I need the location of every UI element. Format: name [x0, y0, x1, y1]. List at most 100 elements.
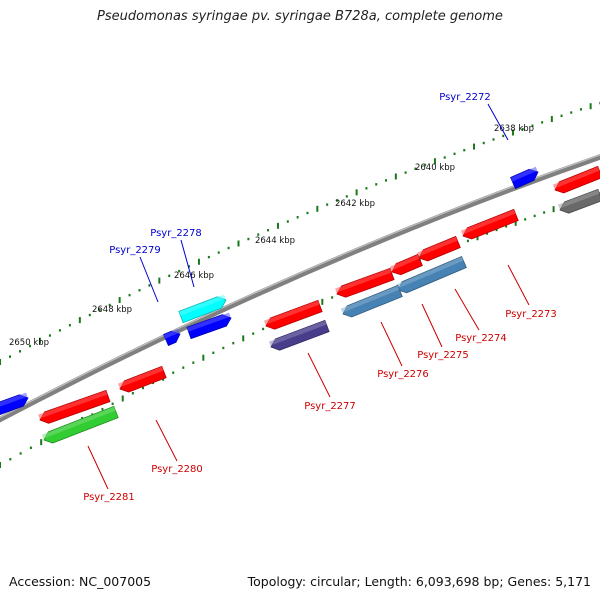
gene-arrow-highlight [117, 366, 164, 388]
psyr-2272-gene[interactable] [510, 166, 539, 190]
gene-label[interactable]: Psyr_2273 [505, 309, 557, 320]
gene-arrow-highlight [510, 166, 538, 182]
scale-minor-tick [560, 114, 563, 117]
scale-minor-tick [88, 313, 91, 317]
psyr-2278-gene-b[interactable] [186, 312, 232, 340]
scale-label: 2644 kbp [255, 236, 295, 246]
scale-minor-tick [345, 195, 348, 198]
gene-label[interactable]: Psyr_2274 [455, 333, 507, 344]
scale-major-tick [550, 116, 553, 123]
scale-major-tick [118, 297, 121, 304]
gene-label[interactable]: Psyr_2275 [417, 350, 469, 361]
psyr-2278-gene[interactable] [178, 294, 227, 324]
gene-arrow-highlight [340, 285, 400, 313]
leader-line [139, 256, 159, 303]
psyr-2281-gene-a[interactable] [38, 389, 111, 424]
scale-major-tick [40, 439, 43, 446]
scale-minor-tick [18, 350, 21, 353]
scale-major-tick [321, 298, 324, 305]
gene-label[interactable]: Psyr_2280 [151, 464, 203, 475]
psyr-2273-gene[interactable] [460, 208, 519, 240]
scale-minor-tick [108, 303, 111, 307]
scale-minor-tick [252, 332, 255, 335]
scale-major-tick [589, 103, 592, 110]
genome-backbone [0, 154, 600, 423]
scale-minor-tick [502, 134, 505, 138]
scale-minor-tick [286, 220, 289, 223]
gene-label[interactable]: Psyr_2279 [109, 245, 161, 256]
gene-label[interactable]: Psyr_2278 [150, 228, 202, 239]
scale-minor-tick [182, 366, 185, 369]
accession-text: Accession: NC_007005 [9, 574, 152, 589]
scale-minor-tick [296, 216, 299, 219]
scale-minor-tick [148, 284, 151, 287]
scale-minor-tick [385, 179, 388, 182]
psyr-2276-gene[interactable] [340, 284, 403, 318]
scale-minor-tick [482, 141, 485, 145]
scale-minor-tick [48, 334, 51, 337]
gene-labels: Psyr_2272 Psyr_2273 Psyr_2274 Psyr_2275 Psyr… [83, 92, 557, 503]
scale-minor-tick [492, 138, 495, 141]
scale-minor-tick [543, 211, 546, 214]
psyr-2277-gene-a[interactable] [264, 299, 323, 330]
gene-label[interactable]: Psyr_2276 [377, 369, 429, 380]
scale-label: 2640 kbp [415, 163, 455, 173]
scale-minor-tick [192, 361, 195, 364]
scale-minor-tick [188, 265, 191, 268]
psyr-2281-gene[interactable] [41, 405, 119, 444]
gene-label[interactable]: Psyr_2277 [304, 401, 356, 412]
psyr-2276-gene-a[interactable] [335, 267, 395, 298]
scale-major-tick [552, 206, 555, 213]
psyr-2277-gene[interactable] [268, 319, 330, 351]
gene-arrow-highlight [187, 312, 231, 332]
scale-minor-tick [579, 108, 582, 111]
scale-label: 2638 kbp [494, 124, 534, 134]
scale-minor-tick [227, 246, 230, 250]
scale-minor-tick [131, 392, 134, 395]
psyr-2280-gene[interactable] [117, 365, 167, 393]
scale-major-tick [0, 462, 1, 468]
psyr-2274-gene[interactable] [416, 235, 461, 262]
scale-labels: 2638 kbp 2640 kbp 2642 kbp 2644 kbp 2646 kbp… [9, 124, 534, 348]
scale-minor-tick [172, 371, 175, 374]
gene-arrow-highlight [460, 209, 516, 235]
scale-minor-tick [128, 293, 131, 297]
gene-arrow-highlight [557, 189, 600, 209]
psyr-2273-gene-a[interactable] [552, 165, 600, 194]
scale-minor-tick [29, 446, 32, 449]
scale-minor-tick [404, 171, 407, 174]
gene-arrow-highlight [552, 166, 600, 189]
scale-minor-tick [101, 407, 104, 411]
scale-minor-tick [365, 187, 368, 190]
gene-arrow-highlight [395, 256, 464, 289]
scale-major-tick [514, 219, 517, 226]
gene-arrow-highlight [178, 294, 226, 316]
scale-minor-tick [524, 218, 527, 221]
gene-label[interactable]: Psyr_2281 [83, 492, 135, 503]
psyr-2279-gene[interactable] [163, 328, 181, 347]
psyr-2275-gene-a[interactable] [389, 253, 423, 276]
leader-line [421, 303, 443, 348]
scale-minor-tick [217, 251, 220, 254]
scale-minor-tick [570, 111, 573, 114]
scale-minor-tick [306, 211, 309, 215]
scale-minor-tick [414, 167, 417, 170]
scale-major-tick [433, 158, 436, 165]
leader-line [454, 288, 480, 331]
gene-arrow-highlight [163, 328, 180, 339]
scale-minor-tick [443, 156, 446, 159]
scale-label: 2650 kbp [9, 338, 49, 348]
scale-minor-tick [533, 214, 536, 218]
psyr-2273-gene-b[interactable] [557, 188, 600, 214]
scale-minor-tick [463, 148, 466, 152]
scale-minor-tick [495, 228, 498, 232]
left-edge-gene[interactable] [0, 392, 29, 416]
scale-minor-tick [98, 308, 101, 312]
leader-line [87, 445, 109, 490]
scale-major-tick [0, 359, 1, 365]
gene-label[interactable]: Psyr_2272 [439, 92, 491, 103]
genome-stats-text: Topology: circular; Length: 6,093,698 bp… [247, 574, 591, 589]
scale-minor-tick [257, 233, 260, 236]
psyr-2275-gene[interactable] [395, 255, 467, 294]
